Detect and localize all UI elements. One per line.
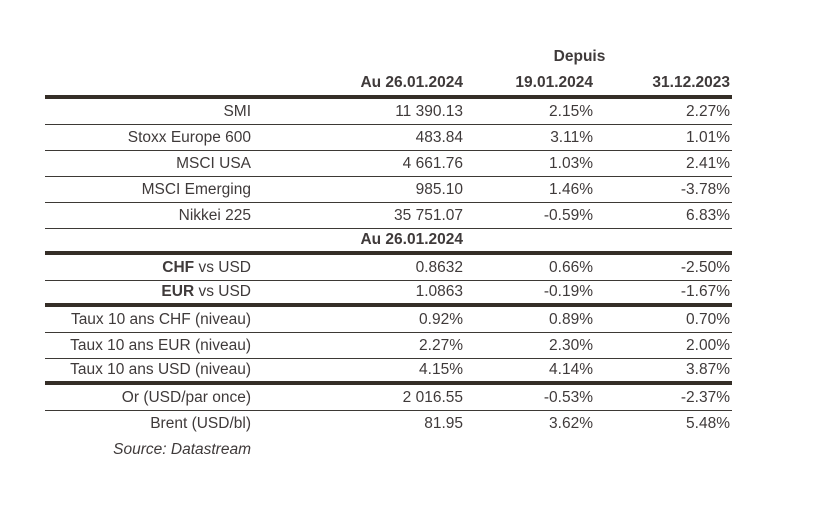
row-change-since-31-12: 6.83% <box>686 206 730 224</box>
row-change-since-31-12: 0.70% <box>686 310 730 328</box>
row-label: Taux 10 ans USD (niveau) <box>70 361 251 379</box>
row-value-current: 985.10 <box>415 180 463 198</box>
table-row-or: Or (USD/par once) 2 016.55 -0.53% -2.37% <box>45 385 732 411</box>
row-label: MSCI USA <box>176 154 251 172</box>
table-row-nikkei: Nikkei 225 35 751.07 -0.59% 6.83% <box>45 203 732 229</box>
currency-pair-rest: vs USD <box>194 283 251 301</box>
row-value-current: 1.0863 <box>415 283 463 301</box>
row-change-since-19-01: -0.53% <box>543 388 593 406</box>
table-row-brent: Brent (USD/bl) 81.95 3.62% 5.48% <box>45 411 732 437</box>
row-change-since-31-12: -2.37% <box>680 388 730 406</box>
row-value-current: 483.84 <box>415 128 463 146</box>
row-change-since-19-01: 1.46% <box>549 180 593 198</box>
row-change-since-31-12: -1.67% <box>680 283 730 301</box>
market-summary-table: Depuis Au 26.01.2024 19.01.2024 31.12.20… <box>45 44 732 463</box>
row-label: MSCI Emerging <box>141 180 251 198</box>
table-row-taux-chf: Taux 10 ans CHF (niveau) 0.92% 0.89% 0.7… <box>45 307 732 333</box>
table-row-chf-usd: CHF vs USD 0.8632 0.66% -2.50% <box>45 255 732 281</box>
row-change-since-31-12: -3.78% <box>680 180 730 198</box>
source-note: Source: Datastream <box>113 441 251 459</box>
subheader-date-label: Au 26.01.2024 <box>360 231 463 249</box>
table-row-msci-emerging: MSCI Emerging 985.10 1.46% -3.78% <box>45 177 732 203</box>
row-value-current: 81.95 <box>424 415 463 433</box>
row-value-current: 2.27% <box>419 336 463 354</box>
header-depuis-label: Depuis <box>553 48 606 66</box>
table-row-msci-usa: MSCI USA 4 661.76 1.03% 2.41% <box>45 151 732 177</box>
row-change-since-31-12: 3.87% <box>686 361 730 379</box>
header-col-since-19-01: 19.01.2024 <box>515 73 593 91</box>
row-change-since-19-01: 0.66% <box>549 258 593 276</box>
row-label: Or (USD/par once) <box>121 388 251 406</box>
row-change-since-31-12: 2.41% <box>686 154 730 172</box>
header-dates-row: Au 26.01.2024 19.01.2024 31.12.2023 <box>45 70 732 99</box>
row-label: EUR vs USD <box>45 284 253 300</box>
row-change-since-31-12: 2.00% <box>686 336 730 354</box>
currency-pair-rest: vs USD <box>194 258 251 276</box>
row-change-since-19-01: 3.62% <box>549 415 593 433</box>
row-change-since-19-01: 2.15% <box>549 102 593 120</box>
row-change-since-19-01: -0.59% <box>543 206 593 224</box>
row-change-since-19-01: 3.11% <box>550 128 593 146</box>
row-value-current: 11 390.13 <box>395 102 463 120</box>
subheader-row: Au 26.01.2024 <box>45 229 732 255</box>
currency-code: EUR <box>161 283 195 301</box>
row-change-since-31-12: 2.27% <box>686 102 730 120</box>
currency-code: CHF <box>162 258 195 276</box>
row-label: Taux 10 ans CHF (niveau) <box>70 310 251 328</box>
row-value-current: 2 016.55 <box>402 388 463 406</box>
row-value-current: 0.92% <box>419 310 463 328</box>
row-change-since-19-01: 2.30% <box>549 336 593 354</box>
row-value-current: 4.15% <box>419 361 463 379</box>
table-row-taux-usd: Taux 10 ans USD (niveau) 4.15% 4.14% 3.8… <box>45 359 732 385</box>
header-col-since-31-12: 31.12.2023 <box>652 73 730 91</box>
row-label: Taux 10 ans EUR (niveau) <box>70 336 251 354</box>
table-row-stoxx: Stoxx Europe 600 483.84 3.11% 1.01% <box>45 125 732 151</box>
row-value-current: 0.8632 <box>415 258 463 276</box>
row-value-current: 4 661.76 <box>402 154 463 172</box>
row-label: Brent (USD/bl) <box>150 415 251 433</box>
row-change-since-31-12: 5.48% <box>686 415 730 433</box>
row-change-since-31-12: 1.01% <box>686 128 730 146</box>
header-col-current: Au 26.01.2024 <box>360 73 463 91</box>
row-change-since-19-01: -0.19% <box>543 283 593 301</box>
row-change-since-19-01: 4.14% <box>549 361 593 379</box>
table-row-eur-usd: EUR vs USD 1.0863 -0.19% -1.67% <box>45 281 732 307</box>
table-row-smi: SMI 11 390.13 2.15% 2.27% <box>45 99 732 125</box>
row-label: Stoxx Europe 600 <box>127 128 251 146</box>
table-row-taux-eur: Taux 10 ans EUR (niveau) 2.27% 2.30% 2.0… <box>45 333 732 359</box>
row-label: SMI <box>223 102 251 120</box>
row-change-since-31-12: -2.50% <box>680 258 730 276</box>
row-change-since-19-01: 1.03% <box>549 154 593 172</box>
header-depuis-row: Depuis <box>45 44 732 70</box>
source-row: Source: Datastream <box>45 437 732 463</box>
row-label: CHF vs USD <box>45 260 253 276</box>
row-label: Nikkei 225 <box>178 206 251 224</box>
row-value-current: 35 751.07 <box>394 206 463 224</box>
row-change-since-19-01: 0.89% <box>549 310 593 328</box>
